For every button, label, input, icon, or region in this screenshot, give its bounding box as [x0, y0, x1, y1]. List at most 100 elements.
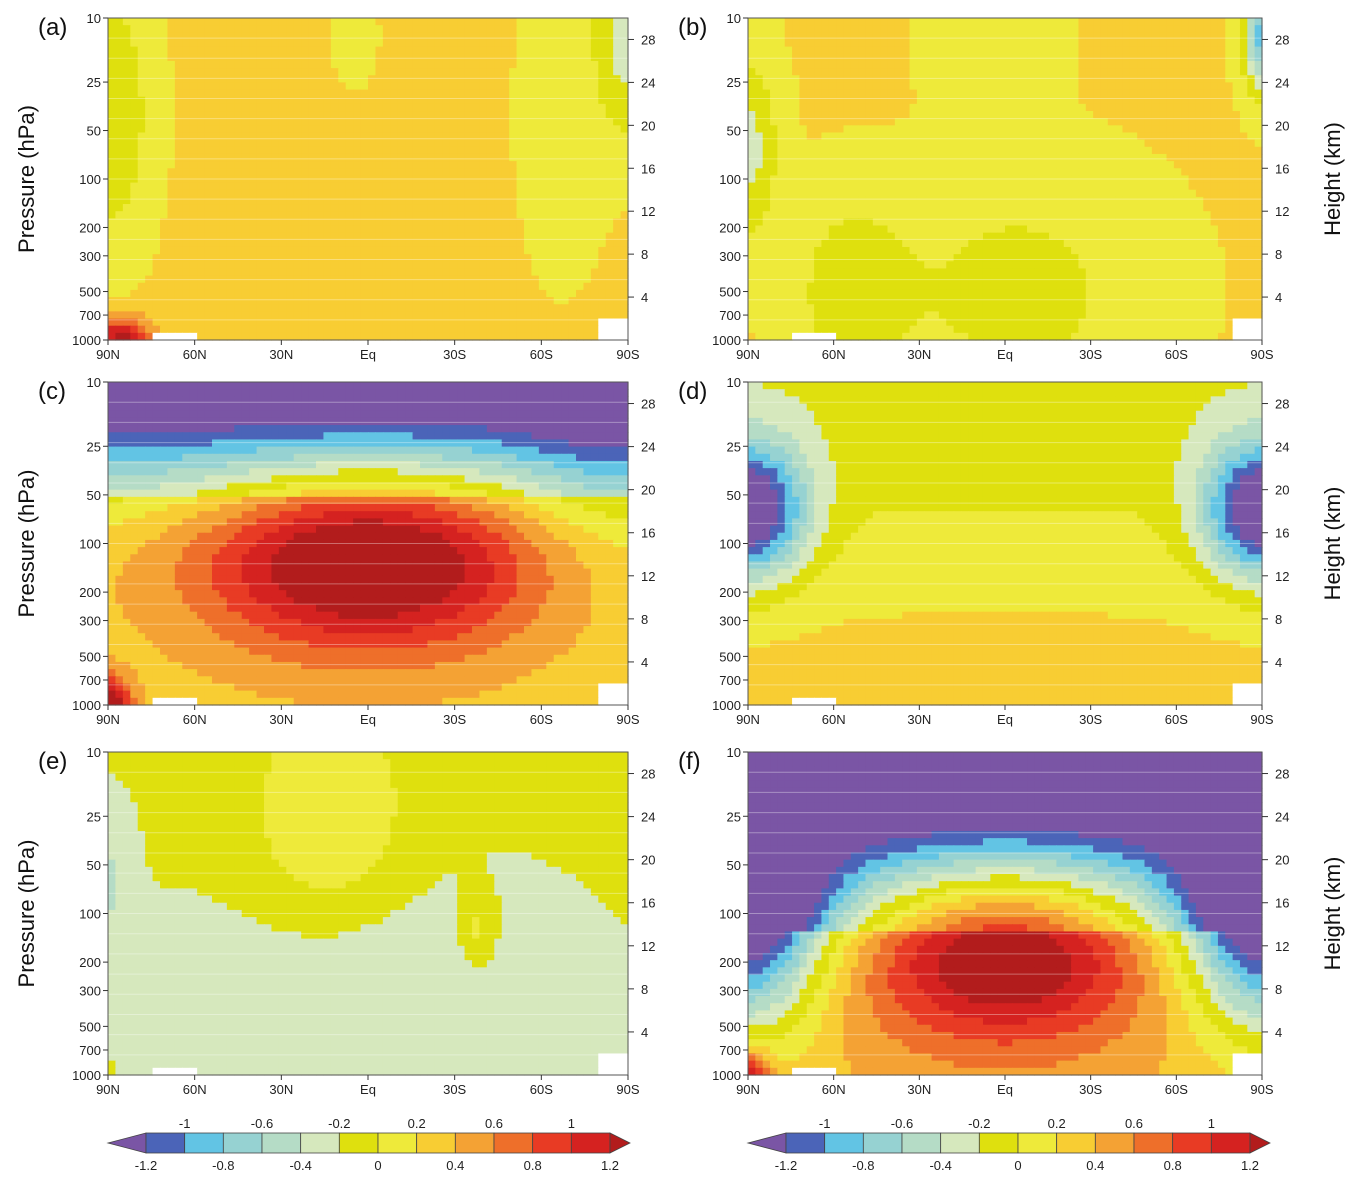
heat-cell	[420, 47, 428, 55]
heat-cell	[888, 147, 896, 155]
heat-cell	[123, 183, 131, 191]
heat-cell	[961, 161, 969, 169]
heat-cell	[472, 297, 480, 305]
heat-cell	[197, 68, 205, 76]
heat-cell	[554, 304, 562, 312]
heat-cell	[227, 111, 235, 119]
heat-cell	[1255, 154, 1263, 162]
heat-cell	[264, 304, 272, 312]
heat-cell	[569, 140, 577, 148]
heat-cell	[561, 61, 569, 69]
heat-cell	[383, 204, 391, 212]
heat-cell	[1218, 82, 1226, 90]
heat-cell	[814, 47, 822, 55]
heat-cell	[961, 147, 969, 155]
heat-cell	[1189, 183, 1197, 191]
heat-cell	[1049, 140, 1057, 148]
heat-cell	[145, 183, 153, 191]
heat-cell	[613, 111, 621, 119]
heat-cell	[1064, 90, 1072, 98]
heat-cell	[175, 283, 183, 291]
heat-cell	[457, 75, 465, 83]
heat-cell	[621, 226, 629, 234]
heat-cell	[1174, 97, 1182, 105]
heat-cell	[457, 154, 465, 162]
heat-cell	[494, 32, 502, 40]
heat-cell	[361, 290, 369, 298]
heat-cell	[323, 204, 331, 212]
heat-cell	[561, 311, 569, 319]
heat-cell	[286, 197, 294, 205]
heat-cell	[1174, 68, 1182, 76]
heat-cell	[1233, 154, 1241, 162]
heat-cell	[1086, 25, 1094, 33]
heat-cell	[763, 61, 771, 69]
heat-cell	[517, 32, 525, 40]
heat-cell	[998, 82, 1006, 90]
heat-cell	[331, 226, 339, 234]
heat-cell	[323, 18, 331, 26]
heat-cell	[487, 118, 495, 126]
heat-cell	[323, 90, 331, 98]
heat-cell	[472, 90, 480, 98]
heat-cell	[961, 154, 969, 162]
heat-cell	[569, 68, 577, 76]
heat-cell	[606, 190, 614, 198]
heat-cell	[301, 161, 309, 169]
heat-cell	[976, 168, 984, 176]
heat-cell	[961, 68, 969, 76]
heat-cell	[123, 268, 131, 276]
heat-cell	[924, 39, 932, 47]
heat-cell	[968, 25, 976, 33]
heat-cell	[249, 240, 257, 248]
heat-cell	[242, 75, 250, 83]
heat-cell	[264, 18, 272, 26]
heat-cell	[1255, 118, 1263, 126]
heat-cell	[554, 75, 562, 83]
heat-cell	[479, 283, 487, 291]
heat-cell	[390, 118, 398, 126]
heat-cell	[1233, 168, 1241, 176]
heat-cell	[383, 183, 391, 191]
heat-cell	[895, 125, 903, 133]
heat-cell	[1020, 61, 1028, 69]
heat-cell	[346, 304, 354, 312]
heat-cell	[1056, 25, 1064, 33]
heat-cell	[983, 118, 991, 126]
heat-cell	[517, 168, 525, 176]
heat-cell	[145, 333, 153, 341]
heat-cell	[799, 111, 807, 119]
heat-cell	[494, 18, 502, 26]
heat-cell	[1071, 118, 1079, 126]
heat-cell	[1181, 32, 1189, 40]
heat-cell	[524, 211, 532, 219]
latitude-tick-label: 30N	[269, 347, 293, 362]
heat-cell	[383, 90, 391, 98]
heat-cell	[420, 183, 428, 191]
heat-cell	[190, 111, 198, 119]
heat-cell	[219, 97, 227, 105]
heat-cell	[770, 140, 778, 148]
heat-cell	[479, 75, 487, 83]
heat-cell	[331, 161, 339, 169]
heat-cell	[1071, 25, 1079, 33]
heat-cell	[286, 125, 294, 133]
heat-cell	[1240, 147, 1248, 155]
heat-cell	[865, 68, 873, 76]
heat-cell	[569, 32, 577, 40]
heat-cell	[205, 183, 213, 191]
heat-cell	[821, 118, 829, 126]
heat-cell	[895, 154, 903, 162]
heat-cell	[212, 240, 220, 248]
heat-cell	[763, 111, 771, 119]
heat-cell	[323, 283, 331, 291]
heat-cell	[138, 290, 146, 298]
heat-cell	[167, 261, 175, 269]
heat-cell	[375, 25, 383, 33]
heat-cell	[331, 240, 339, 248]
heat-cell	[413, 247, 421, 255]
heat-cell	[546, 290, 554, 298]
heat-cell	[234, 61, 242, 69]
heat-cell	[145, 97, 153, 105]
heat-cell	[219, 125, 227, 133]
